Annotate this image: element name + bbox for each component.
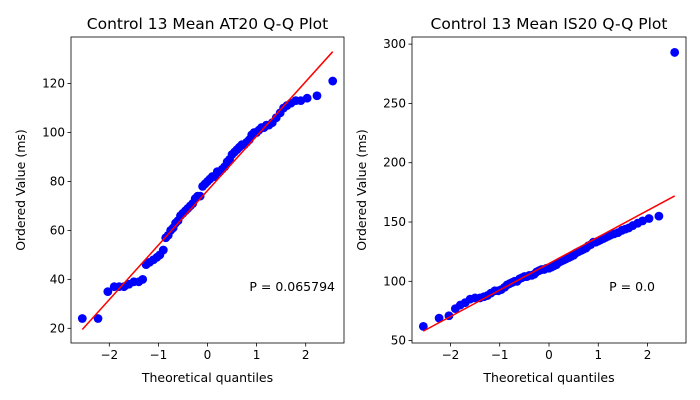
y-axis-label: Ordered Value (ms) (13, 129, 28, 251)
y-tick-label: 150 (383, 215, 406, 229)
y-tick-label: 80 (50, 174, 65, 188)
p-value-annotation: P = 0.065794 (249, 279, 335, 294)
data-point (158, 245, 168, 255)
x-tick-label: 0 (545, 348, 553, 362)
data-point (93, 314, 103, 323)
x-tick-label: −2 (442, 348, 460, 362)
y-tick-label: 100 (42, 125, 65, 139)
y-tick-label: 40 (50, 272, 65, 286)
chart-panel-1: −2 −1 0 1 2 20 40 60 80 100 120 Control 13 Mean AT2… (13, 15, 345, 385)
data-point (302, 93, 312, 103)
fit-line (81, 51, 334, 331)
data-point (670, 48, 680, 57)
data-point (654, 211, 664, 221)
x-axis-label: Theoretical quantiles (482, 370, 614, 385)
y-tick-label: 50 (391, 334, 406, 348)
data-point (434, 313, 444, 323)
x-tick-label: 2 (302, 348, 310, 362)
y-tick-label: 250 (383, 96, 406, 110)
x-axis-label: Theoretical quantiles (141, 370, 273, 385)
y-axis-label: Ordered Value (ms) (354, 129, 369, 251)
y-tick-label: 200 (383, 156, 406, 170)
y-tick-label: 300 (383, 37, 406, 51)
data-point (77, 314, 87, 323)
data-point (328, 76, 338, 86)
chart-title: Control 13 Mean IS20 Q-Q Plot (431, 15, 668, 33)
data-point (418, 322, 428, 331)
x-tick-label: 2 (644, 348, 652, 362)
data-point (138, 274, 148, 284)
x-tick-label: −1 (491, 348, 509, 362)
data-point (312, 91, 322, 101)
axes-frame (411, 36, 687, 344)
chart-title: Control 13 Mean AT20 Q-Q Plot (87, 15, 328, 33)
data-point (103, 287, 113, 296)
x-tick-label: 0 (204, 348, 212, 362)
x-tick-label: 1 (594, 348, 602, 362)
data-point (195, 191, 205, 201)
x-tick-label: −2 (100, 348, 118, 362)
p-value-annotation: P = 0.0 (609, 279, 655, 294)
y-tick-label: 100 (383, 274, 406, 288)
y-tick-label: 60 (50, 223, 65, 237)
y-tick-label: 20 (50, 321, 65, 335)
y-tick-label: 120 (42, 77, 65, 91)
fit-line (422, 195, 676, 332)
x-tick-label: −1 (150, 348, 168, 362)
x-tick-label: 1 (253, 348, 261, 362)
data-point (644, 214, 654, 223)
